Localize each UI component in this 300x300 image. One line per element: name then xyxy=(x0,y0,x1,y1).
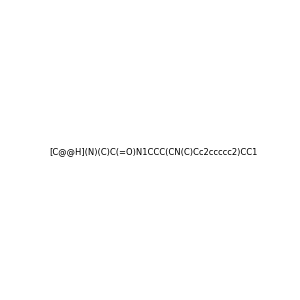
Text: [C@@H](N)(C)C(=O)N1CCC(CN(C)Cc2ccccc2)CC1: [C@@H](N)(C)C(=O)N1CCC(CN(C)Cc2ccccc2)CC… xyxy=(50,147,258,156)
